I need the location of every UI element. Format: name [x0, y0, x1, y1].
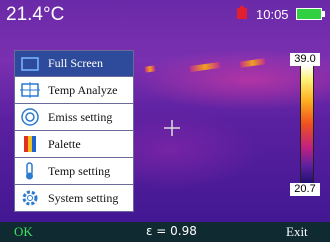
- hot-spot: [190, 62, 221, 72]
- crosshair: [162, 118, 182, 138]
- menu-item[interactable]: Temp setting: [14, 158, 134, 185]
- menu-item[interactable]: Temp Analyze: [14, 77, 134, 104]
- scale-min: 20.7: [290, 183, 320, 196]
- ok-button[interactable]: OK: [14, 224, 33, 240]
- thermal-screen: 21.4°C 10:05 Full Screen Temp Analyze Em…: [0, 0, 330, 242]
- menu-item[interactable]: Emiss setting: [14, 104, 134, 131]
- analyze-icon: [19, 80, 41, 100]
- palette-icon: [19, 134, 41, 154]
- bottom-bar: OK ε = 0.98 Exit: [0, 222, 330, 242]
- menu-label: Temp Analyze: [48, 83, 117, 98]
- fullscreen-icon: [19, 54, 41, 74]
- gear-icon: [19, 188, 41, 208]
- menu-item[interactable]: Full Screen: [14, 50, 134, 77]
- menu-item[interactable]: System setting: [14, 185, 134, 212]
- battery-alert-icon: [236, 6, 248, 20]
- emissivity-value: ε = 0.98: [146, 224, 197, 238]
- battery-icon: [296, 8, 326, 20]
- thermometer-icon: [19, 161, 41, 181]
- menu-label: Palette: [48, 137, 81, 152]
- menu-label: Temp setting: [48, 164, 110, 179]
- emissivity-icon: [19, 107, 41, 127]
- clock: 10:05: [256, 7, 289, 22]
- exit-button[interactable]: Exit: [286, 224, 308, 240]
- color-scale: [300, 64, 314, 184]
- menu: Full Screen Temp Analyze Emiss setting P…: [14, 50, 134, 212]
- hot-spot: [145, 65, 156, 72]
- menu-label: Emiss setting: [48, 110, 112, 125]
- scale-max: 39.0: [290, 53, 320, 66]
- hot-spot: [240, 58, 266, 67]
- menu-item[interactable]: Palette: [14, 131, 134, 158]
- menu-label: System setting: [48, 191, 118, 206]
- center-temperature: 21.4°C: [6, 4, 64, 26]
- menu-label: Full Screen: [48, 56, 103, 71]
